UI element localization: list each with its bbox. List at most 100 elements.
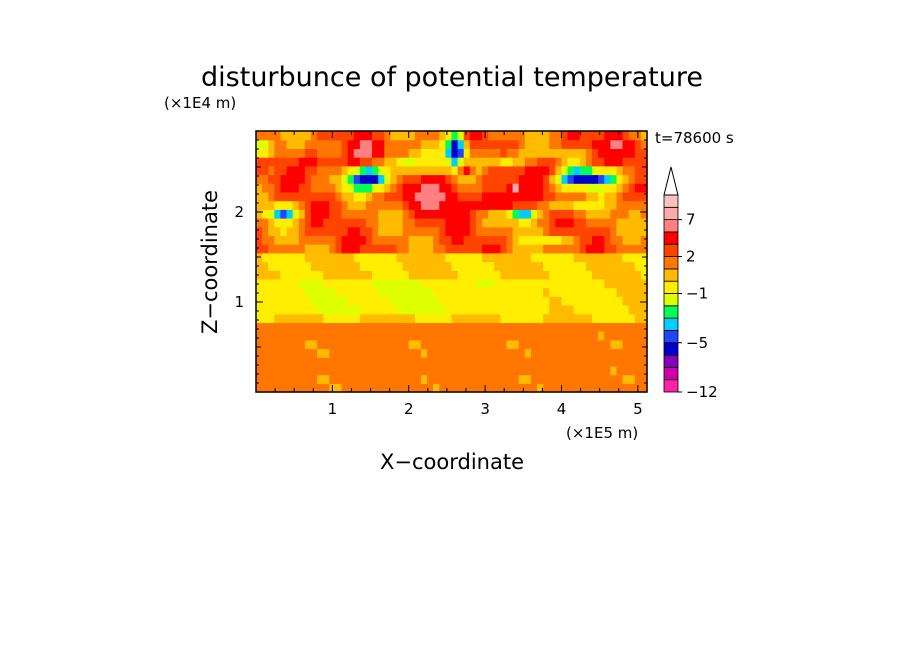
field-cell [335, 270, 343, 280]
field-cell [445, 270, 453, 280]
field-cell [402, 131, 410, 141]
field-cell [561, 374, 569, 384]
field-cell [304, 296, 312, 306]
field-cell [610, 244, 618, 254]
plot-frame [255, 130, 648, 393]
field-cell [512, 296, 520, 306]
field-cell [555, 374, 563, 384]
field-cell [310, 200, 318, 210]
field-cell [433, 191, 440, 202]
field-cell [482, 357, 489, 367]
field-cell [372, 131, 379, 141]
field-cell [353, 305, 361, 315]
field-cell [561, 148, 569, 158]
field-cell [390, 131, 398, 141]
field-cell [549, 374, 556, 384]
field-cell [475, 174, 483, 184]
field-cell [524, 331, 532, 341]
field-cell [585, 218, 593, 228]
field-cell [274, 365, 282, 376]
field-cell [329, 313, 337, 323]
field-cell [317, 157, 324, 167]
field-cell [280, 235, 288, 245]
field-cell [402, 157, 410, 167]
field-cell [573, 313, 581, 323]
field-cell [433, 235, 440, 245]
field-cell [543, 313, 550, 323]
field-cell [390, 165, 398, 176]
field-cell [573, 357, 581, 367]
field-cell [274, 270, 282, 280]
field-cell [268, 357, 275, 367]
field-cell [341, 374, 349, 384]
field-cell [286, 157, 294, 167]
field-cell [256, 209, 263, 219]
field-cell [616, 261, 624, 271]
field-cell [592, 313, 599, 323]
field-cell [457, 252, 465, 263]
field-cell [372, 331, 379, 341]
field-cell [463, 244, 471, 254]
field-cell [604, 244, 611, 254]
field-cell [335, 200, 343, 210]
field-cell [561, 270, 569, 280]
field-cell [610, 261, 618, 271]
field-cell [256, 322, 263, 332]
field-cell [616, 296, 624, 306]
colorbar: −12−5−127 [663, 166, 718, 401]
field-cell [390, 270, 398, 280]
field-cell [341, 174, 349, 184]
field-cell [414, 131, 422, 141]
field-cell [396, 383, 404, 393]
field-cell [482, 270, 489, 280]
colorbar-swatch [663, 206, 679, 221]
field-cell [292, 383, 300, 393]
field-cell [280, 331, 288, 341]
field-cell [427, 348, 434, 358]
field-cell [329, 365, 337, 376]
field-cell [262, 305, 269, 315]
field-cell [256, 374, 263, 384]
field-cell [610, 157, 618, 167]
field-cell [482, 148, 489, 158]
field-cell [304, 339, 312, 350]
field-cell [555, 313, 563, 323]
field-cell [457, 348, 465, 358]
field-cell [402, 296, 410, 306]
field-cell [365, 287, 373, 297]
field-cell [353, 183, 361, 193]
field-cell [573, 174, 581, 184]
field-cell [292, 244, 300, 254]
field-cell [549, 235, 556, 245]
field-cell [628, 313, 636, 323]
field-cell [524, 252, 532, 263]
field-cell [573, 339, 581, 350]
field-cell [543, 331, 550, 341]
field-cell [335, 339, 343, 350]
field-cell [634, 270, 642, 280]
field-cell [616, 365, 624, 376]
field-cell [634, 313, 642, 323]
field-cell [640, 131, 648, 141]
field-cell [268, 296, 275, 306]
field-cell [500, 200, 508, 210]
field-cell [488, 339, 495, 350]
field-cell [347, 365, 355, 376]
field-cell [616, 174, 624, 184]
field-cell [451, 348, 459, 358]
field-cell [555, 226, 563, 236]
field-cell [365, 183, 373, 193]
field-cell [451, 148, 459, 158]
field-cell [573, 235, 581, 245]
field-cell [372, 348, 379, 358]
field-cell [475, 287, 483, 297]
field-cell [408, 226, 416, 236]
field-cell [475, 270, 483, 280]
field-cell [323, 357, 330, 367]
field-cell [335, 139, 343, 149]
field-cell [549, 200, 556, 210]
field-cell [451, 339, 459, 350]
field-cell [365, 331, 373, 341]
field-cell [390, 200, 398, 210]
field-cell [598, 183, 605, 193]
